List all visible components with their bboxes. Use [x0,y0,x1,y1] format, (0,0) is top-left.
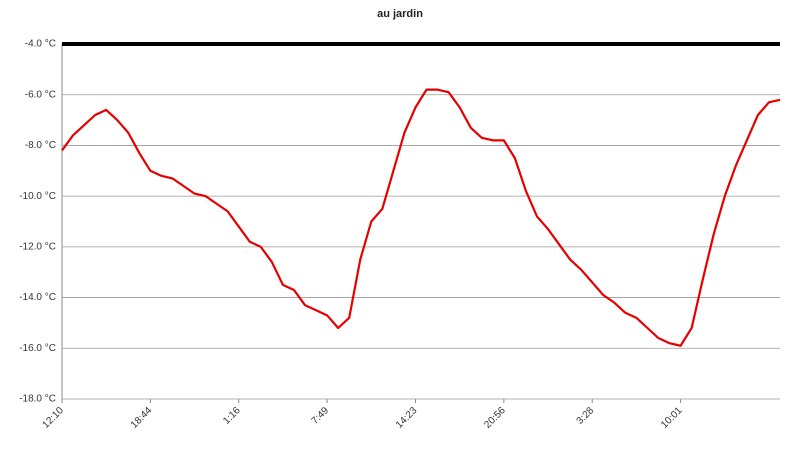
y-tick-label: -8.0 °C [25,140,56,151]
y-tick-label: -6.0 °C [25,89,56,100]
x-tick-label: 20:56 [482,405,508,431]
x-tick-label: 1:16 [221,405,243,427]
y-tick-label: -12.0 °C [19,241,56,252]
data-line [61,88,781,347]
x-tick-label: 7:49 [310,405,332,427]
y-tick-label: -14.0 °C [19,292,56,303]
x-tick-label: 10:01 [659,405,685,431]
chart-title: au jardin [377,8,423,20]
x-tick-label: 14:23 [394,405,420,431]
y-tick-label: -4.0 °C [25,39,56,50]
grid [62,43,780,400]
y-tick-label: -18.0 °C [19,394,56,405]
x-tick-label: 18:44 [129,405,155,431]
x-tick-label: 12:10 [41,405,67,431]
x-tick-label: 3:28 [575,405,597,427]
y-tick-label: -16.0 °C [19,343,56,354]
y-tick-label: -10.0 °C [19,191,56,202]
